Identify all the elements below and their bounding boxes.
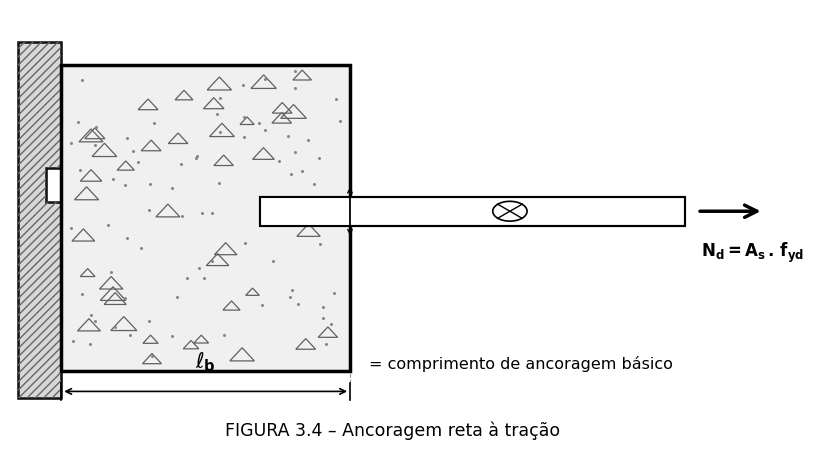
- Text: $\ell_\mathbf{b}$: $\ell_\mathbf{b}$: [196, 350, 216, 374]
- Polygon shape: [18, 43, 62, 398]
- Text: $\mathbf{N_d = A_s\,.\,f_{yd}}$: $\mathbf{N_d = A_s\,.\,f_{yd}}$: [701, 240, 804, 264]
- Text: FIGURA 3.4 – Ancoragem reta à tração: FIGURA 3.4 – Ancoragem reta à tração: [225, 420, 561, 439]
- Bar: [261, 197, 686, 226]
- Bar: [62, 66, 350, 371]
- Bar: [261, 197, 686, 226]
- Text: = comprimento de ancoragem básico: = comprimento de ancoragem básico: [369, 355, 673, 371]
- Circle shape: [492, 202, 527, 222]
- Bar: [261, 197, 350, 226]
